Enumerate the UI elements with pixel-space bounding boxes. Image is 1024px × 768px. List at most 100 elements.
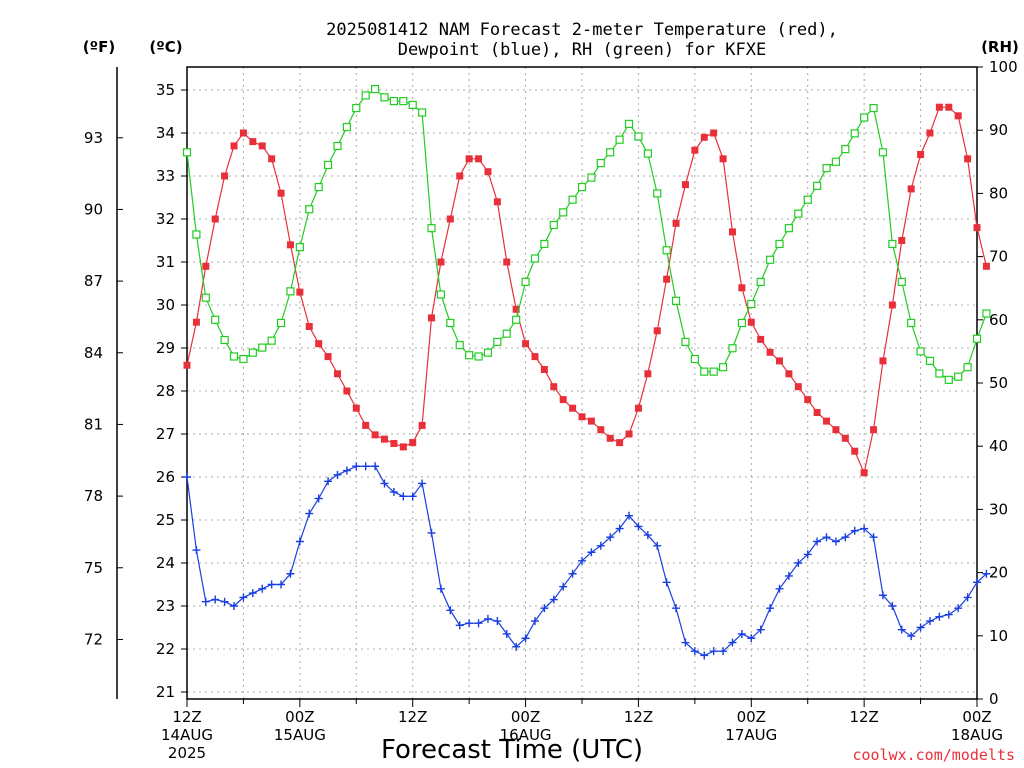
rh-point	[671, 296, 681, 305]
rh-point	[784, 224, 794, 233]
dewpoint-point	[860, 524, 869, 533]
temperature-point	[757, 335, 765, 343]
dewpoint-point	[935, 612, 944, 621]
gridlines	[187, 67, 977, 699]
dewpoint-point	[530, 617, 539, 626]
rh-point	[634, 132, 643, 141]
dewpoint-point	[521, 634, 530, 643]
dewpoint-point	[389, 488, 398, 497]
dewpoint-point	[295, 537, 304, 546]
temperature-point	[428, 314, 436, 322]
rh-point	[803, 195, 812, 204]
temperature-point	[371, 431, 379, 439]
temperature-point	[362, 421, 370, 429]
dewpoint-point	[446, 606, 455, 615]
rh-unit-label: (RH)	[981, 38, 1019, 56]
temperature-point	[879, 357, 887, 365]
rh-point	[737, 318, 746, 328]
x-tick-label: 16AUG	[500, 726, 552, 744]
celsius-tick-label: 35	[156, 81, 175, 99]
celsius-unit-label: (ºC)	[149, 38, 182, 56]
rh-tick-label: 100	[989, 58, 1018, 76]
temperature-point	[399, 443, 407, 451]
celsius-tick-label: 28	[156, 382, 175, 400]
rh-point	[982, 309, 991, 318]
temperature-point	[907, 185, 915, 193]
dewpoint-point	[502, 629, 511, 638]
rh-point	[229, 352, 239, 361]
rh-point	[954, 372, 963, 381]
temperature-point	[456, 172, 464, 180]
temperature-point	[616, 439, 624, 447]
rh-point	[813, 181, 822, 190]
celsius-tick-label: 25	[156, 511, 175, 529]
x-tick-label: 14AUG	[161, 726, 213, 744]
temperature-point	[634, 404, 642, 412]
dewpoint-point	[897, 625, 906, 634]
rh-point	[765, 255, 775, 264]
x-tick-label: 12Z	[398, 708, 427, 726]
celsius-tick-label: 34	[156, 124, 175, 142]
temperature-point	[898, 237, 906, 244]
temperature-point	[277, 189, 285, 197]
temperature-point	[625, 430, 633, 438]
dewpoint-point	[474, 619, 483, 628]
dewpoint-point	[371, 462, 380, 471]
rh-point	[370, 85, 380, 94]
celsius-tick-label: 29	[156, 339, 175, 357]
x-tick-label: 17AUG	[725, 726, 777, 744]
celsius-tick-label: 23	[156, 597, 175, 615]
series-line	[186, 465, 987, 657]
dewpoint-point	[831, 537, 840, 546]
temperature-point	[484, 168, 492, 176]
rh-point	[436, 290, 446, 299]
dewpoint-point	[258, 584, 267, 593]
celsius-tick-label: 27	[156, 425, 175, 443]
temperature-point	[540, 366, 548, 373]
temperature-point	[823, 417, 831, 425]
dewpoint-point	[766, 604, 775, 613]
rh-point	[888, 239, 897, 249]
dewpoint-point	[183, 473, 191, 481]
temperature-point	[691, 146, 699, 154]
x-tick-label: 12Z	[849, 708, 878, 726]
rh-point	[333, 141, 342, 151]
rh-point	[295, 243, 304, 252]
rh-point	[427, 224, 436, 233]
rh-point	[399, 97, 408, 106]
dewpoint-point	[775, 584, 784, 593]
rh-point	[643, 149, 652, 158]
rh-point	[258, 343, 267, 352]
temperature-point	[230, 142, 238, 150]
rh-point	[869, 103, 878, 113]
rh-point	[568, 195, 577, 204]
dewpoint-point	[662, 578, 671, 587]
dewpoint-point	[578, 556, 586, 565]
temperature-point	[559, 396, 567, 404]
temperature-point	[870, 426, 878, 434]
dewpoint-point	[201, 597, 210, 606]
rh-tick-label: 50	[989, 374, 1008, 392]
fahrenheit-tick-label: 72	[84, 630, 103, 648]
temperature-point	[644, 370, 652, 378]
temperature-point	[437, 258, 445, 266]
dewpoint-point	[747, 634, 756, 643]
temperature-point	[964, 155, 972, 163]
rh-point	[286, 287, 295, 296]
temperature-point	[343, 387, 351, 395]
temperature-point	[597, 426, 605, 434]
dewpoint-point	[925, 617, 934, 626]
plot-frame	[186, 66, 978, 700]
rh-point	[323, 160, 333, 170]
temperature-point	[935, 103, 943, 111]
temperature-point	[719, 155, 727, 163]
celsius-tick-label: 33	[156, 167, 175, 185]
rh-tick-label: 80	[989, 184, 1008, 202]
rh-point	[361, 91, 370, 100]
fahrenheit-tick-label: 81	[84, 415, 103, 433]
temperature-point	[728, 228, 736, 236]
dewpoint-point	[399, 492, 408, 501]
rh-point	[455, 340, 464, 350]
dewpoint-point	[963, 593, 972, 602]
temperature-point	[211, 215, 219, 223]
